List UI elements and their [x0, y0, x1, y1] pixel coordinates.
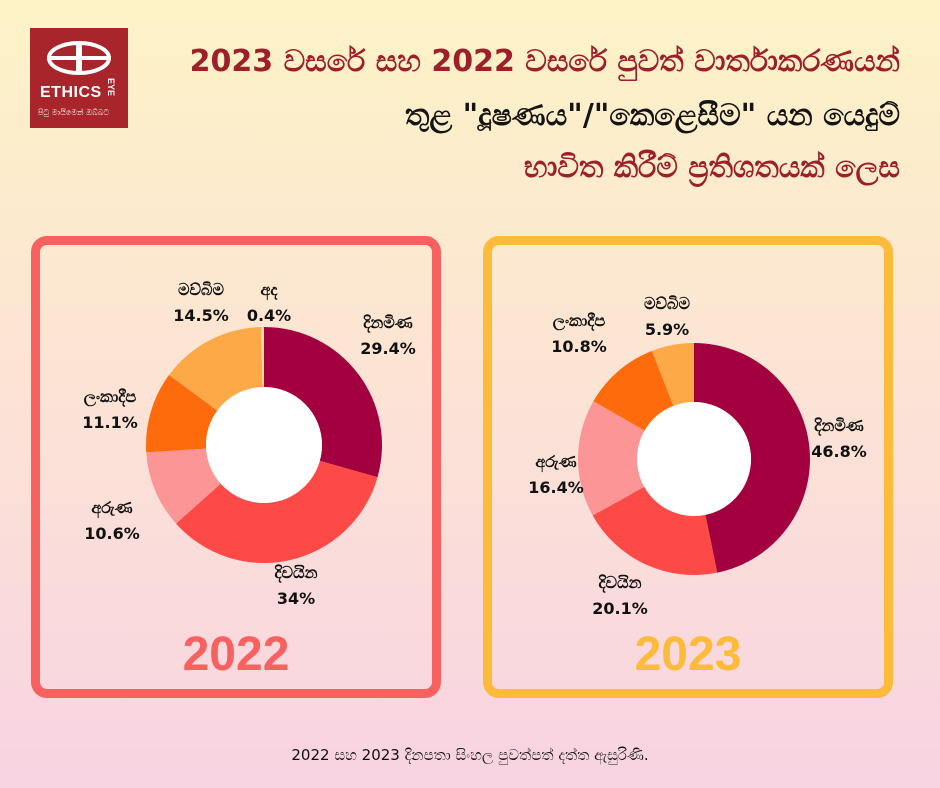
slice-value-label: 14.5%: [173, 306, 229, 325]
slice-name-label: දිනමිණ: [814, 416, 864, 436]
donut-slice: [146, 448, 221, 524]
logo-tagline: පිටු මායිමෙන් ඔබ්බට: [38, 108, 110, 117]
slice-name-label: දිවයින: [598, 573, 641, 593]
slice-value-label: 10.8%: [551, 337, 607, 356]
slice-value-label: 11.1%: [82, 413, 138, 432]
slice-value-label: 46.8%: [811, 442, 867, 461]
donut-slice: [261, 327, 264, 388]
page-title-line-2: තුළ "දූෂණය"/"කෙළෙසීම" යන යෙදුම්: [404, 98, 900, 133]
donut-slice: [146, 375, 218, 453]
chart-year-title: 2023: [635, 628, 742, 681]
page-title-line-1: 2023 වසරේ සහ 2022 වසරේ පුවත් වාර්තාකරණයන…: [189, 44, 900, 79]
slice-value-label: 29.4%: [360, 339, 416, 358]
donut-hole: [206, 387, 322, 503]
slice-name-label: අද: [261, 280, 279, 301]
slice-name-label: ලංකාදීප: [84, 387, 137, 408]
slice-value-label: 34%: [277, 589, 315, 608]
slice-value-label: 5.9%: [645, 320, 689, 339]
chart-panel-2023: දිනමිණ 46.8% දිවයින 20.1% අරුණ 16.4% ලංකාදීප 10…: [483, 236, 893, 698]
donut-chart-2023: දිනමිණ 46.8% දිවයින 20.1% අරුණ 16.4% ලංකාදීප 10…: [528, 294, 867, 681]
slice-value-label: 20.1%: [592, 599, 648, 618]
donut-slice: [592, 486, 718, 575]
donut-slice: [651, 343, 694, 406]
logo-brand: ETHICS: [40, 84, 102, 101]
chart-panel-2022: දිනමිණ 29.4% දිවයින 34% අරුණ 10.6% ලංකාදීප 11.1…: [31, 236, 441, 698]
logo-sub: EYE: [106, 78, 116, 97]
donut-slice: [578, 401, 645, 516]
source-note: 2022 සහ 2023 දිනපතා සිංහල පුවත්පත් දත්ත …: [291, 746, 649, 764]
slice-value-label: 0.4%: [247, 306, 291, 325]
donut-slice: [175, 460, 378, 563]
slice-name-label: දිනමිණ: [363, 313, 413, 333]
donut-slice: [593, 350, 674, 431]
slice-value-label: 10.6%: [84, 524, 140, 543]
donut-slice: [168, 327, 263, 411]
donut-slice: [694, 343, 810, 573]
eye-icon: [47, 41, 111, 75]
slice-name-label: දිවයින: [274, 563, 317, 583]
ethics-eye-logo: ETHICS EYE පිටු මායිමෙන් ඔබ්බට: [30, 28, 128, 128]
slice-name-label: අරුණ: [535, 452, 576, 473]
donut-hole: [637, 402, 751, 516]
slice-name-label: මව්බිම: [644, 294, 690, 313]
slice-name-label: අරුණ: [91, 498, 132, 519]
slice-value-label: 16.4%: [528, 478, 584, 497]
slice-name-label: ලංකාදීප: [553, 311, 606, 332]
donut-slice: [264, 327, 382, 478]
donut-chart-2022: දිනමිණ 29.4% දිවයින 34% අරුණ 10.6% ලංකාදීප 11.1…: [82, 280, 416, 681]
chart-year-title: 2022: [183, 628, 290, 681]
page-title-line-3: භාවිත කිරීම් ප්‍රතිශතයක් ලෙස: [523, 150, 900, 185]
slice-name-label: මව්බිම: [178, 280, 224, 299]
